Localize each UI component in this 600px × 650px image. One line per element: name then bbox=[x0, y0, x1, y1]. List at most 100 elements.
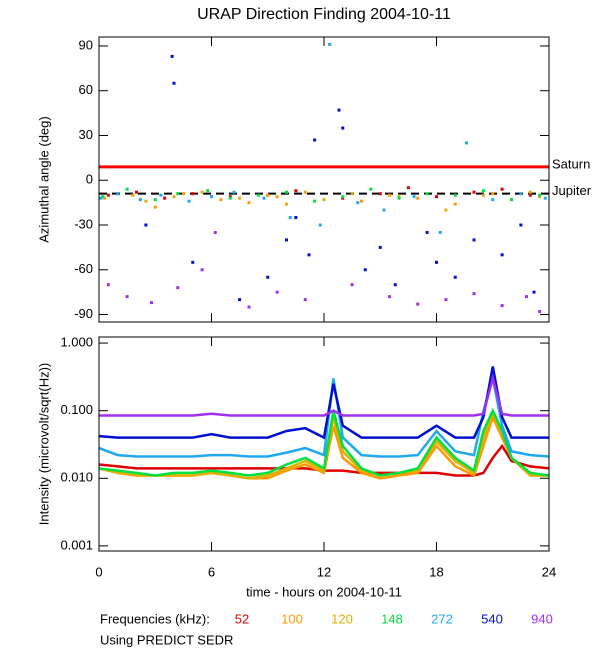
point bbox=[262, 196, 266, 200]
point bbox=[393, 283, 397, 287]
point bbox=[176, 286, 180, 290]
point bbox=[285, 190, 288, 194]
point bbox=[181, 192, 185, 196]
point bbox=[510, 198, 513, 202]
point bbox=[465, 141, 468, 145]
chart-title: URAP Direction Finding 2004-10-11 bbox=[197, 6, 451, 23]
legend-title: Frequencies (kHz): bbox=[100, 611, 210, 626]
point bbox=[382, 208, 386, 212]
footnote: Using PREDICT SEDR bbox=[100, 632, 233, 647]
point bbox=[525, 295, 528, 299]
point bbox=[228, 196, 232, 200]
point bbox=[337, 108, 341, 112]
point bbox=[288, 216, 292, 220]
point bbox=[206, 189, 210, 193]
point bbox=[191, 260, 195, 264]
point bbox=[328, 42, 332, 46]
point bbox=[425, 192, 429, 196]
point bbox=[200, 190, 204, 194]
point bbox=[307, 253, 311, 257]
point bbox=[406, 186, 410, 190]
point bbox=[106, 283, 110, 287]
x-tick-label: 0 bbox=[95, 564, 102, 579]
point bbox=[303, 190, 307, 194]
point bbox=[285, 202, 288, 206]
point bbox=[519, 192, 523, 196]
point bbox=[150, 301, 153, 305]
point bbox=[388, 193, 392, 197]
point bbox=[438, 230, 442, 234]
point bbox=[416, 196, 420, 200]
point bbox=[191, 192, 195, 196]
y-tick-label: 60 bbox=[79, 82, 93, 97]
point bbox=[153, 198, 157, 202]
point bbox=[313, 138, 317, 142]
point bbox=[138, 198, 142, 202]
point bbox=[341, 195, 345, 199]
point bbox=[481, 189, 485, 193]
point bbox=[294, 189, 298, 193]
y-tick-label: 90 bbox=[79, 37, 93, 52]
legend-entry: 272 bbox=[431, 611, 453, 626]
point bbox=[388, 295, 392, 299]
point bbox=[303, 298, 307, 302]
x-tick-label: 18 bbox=[429, 564, 443, 579]
point bbox=[435, 195, 438, 199]
point bbox=[99, 196, 103, 200]
point bbox=[144, 199, 148, 203]
point bbox=[538, 310, 542, 314]
point bbox=[500, 253, 504, 257]
point bbox=[472, 190, 476, 194]
point bbox=[491, 192, 495, 196]
point bbox=[101, 195, 105, 199]
point bbox=[369, 187, 373, 191]
point bbox=[163, 196, 167, 200]
point bbox=[528, 193, 532, 197]
point bbox=[528, 190, 532, 194]
point bbox=[219, 198, 223, 202]
point bbox=[200, 268, 204, 272]
point bbox=[266, 193, 270, 197]
point bbox=[318, 223, 322, 227]
series-line bbox=[98, 407, 550, 477]
point bbox=[232, 190, 236, 194]
point bbox=[481, 193, 485, 197]
point bbox=[266, 275, 270, 279]
point bbox=[453, 202, 457, 206]
legend-entry: 940 bbox=[531, 611, 553, 626]
point bbox=[444, 298, 448, 302]
y-tick-label: -90 bbox=[74, 306, 93, 321]
y-tick-label: 0.100 bbox=[60, 402, 93, 417]
point bbox=[363, 268, 367, 272]
point bbox=[425, 230, 429, 234]
reference-label: Jupiter bbox=[552, 183, 592, 198]
y-tick-label: -30 bbox=[74, 216, 93, 231]
point bbox=[500, 304, 504, 308]
point bbox=[125, 295, 129, 299]
point bbox=[159, 193, 163, 197]
y-axis-label: Intensity (microvolt/sqrt(Hz)) bbox=[36, 363, 51, 526]
series-line bbox=[98, 443, 550, 477]
plot-frame bbox=[98, 36, 550, 323]
point bbox=[538, 193, 542, 197]
plot-frame bbox=[98, 336, 550, 552]
legend-entry: 148 bbox=[381, 611, 403, 626]
point bbox=[106, 193, 110, 197]
point bbox=[153, 205, 157, 209]
point bbox=[131, 193, 135, 197]
series-line bbox=[98, 410, 549, 480]
x-axis-label: time - hours on 2004-10-11 bbox=[246, 584, 402, 599]
y-tick-label: 1.000 bbox=[60, 335, 93, 350]
point bbox=[210, 195, 213, 199]
point bbox=[294, 216, 298, 220]
point bbox=[491, 198, 495, 202]
point bbox=[116, 192, 120, 196]
point bbox=[416, 302, 420, 306]
x-tick-label: 12 bbox=[317, 564, 331, 579]
series-line bbox=[99, 373, 549, 417]
point bbox=[275, 290, 279, 294]
point bbox=[247, 201, 251, 205]
y-tick-label: -60 bbox=[74, 261, 93, 276]
point bbox=[176, 192, 180, 196]
point bbox=[125, 187, 129, 191]
